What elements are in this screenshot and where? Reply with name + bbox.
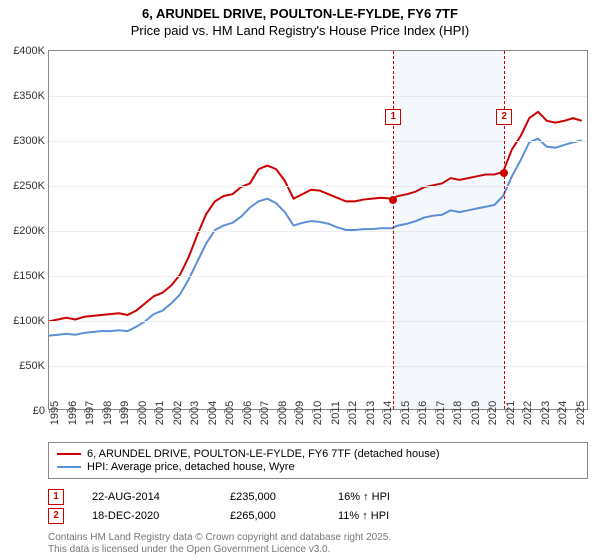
x-axis-label: 2009 bbox=[294, 401, 306, 425]
x-axis-label: 2007 bbox=[259, 401, 271, 425]
sale-marker-badge: 2 bbox=[496, 109, 512, 125]
x-axis-label: 2006 bbox=[242, 401, 254, 425]
y-axis-label: £250K bbox=[13, 180, 45, 192]
sale-badge: 2 bbox=[48, 508, 64, 524]
x-axis-label: 1997 bbox=[84, 401, 96, 425]
x-axis-label: 2022 bbox=[522, 401, 534, 425]
y-axis-label: £150K bbox=[13, 270, 45, 282]
y-gridline bbox=[49, 141, 587, 142]
sale-marker-dot bbox=[500, 169, 508, 177]
legend-item: 6, ARUNDEL DRIVE, POULTON-LE-FYLDE, FY6 … bbox=[57, 448, 579, 460]
x-axis-label: 2023 bbox=[540, 401, 552, 425]
chart-lines-svg bbox=[49, 51, 587, 409]
sale-delta: 16% ↑ HPI bbox=[338, 491, 438, 503]
x-axis-label: 2005 bbox=[224, 401, 236, 425]
y-gridline bbox=[49, 186, 587, 187]
y-gridline bbox=[49, 231, 587, 232]
x-axis-label: 2000 bbox=[137, 401, 149, 425]
x-axis-label: 2002 bbox=[172, 401, 184, 425]
sale-marker-badge: 1 bbox=[385, 109, 401, 125]
footnote: Contains HM Land Registry data © Crown c… bbox=[48, 532, 391, 556]
sale-row: 1 22-AUG-2014 £235,000 16% ↑ HPI bbox=[48, 489, 588, 505]
sale-price: £265,000 bbox=[230, 510, 310, 522]
x-axis-label: 1996 bbox=[67, 401, 79, 425]
sale-marker-line bbox=[393, 51, 394, 409]
y-gridline bbox=[49, 321, 587, 322]
y-gridline bbox=[49, 366, 587, 367]
sale-badge: 1 bbox=[48, 489, 64, 505]
y-axis-label: £200K bbox=[13, 225, 45, 237]
legend-box: 6, ARUNDEL DRIVE, POULTON-LE-FYLDE, FY6 … bbox=[48, 442, 588, 479]
y-gridline bbox=[49, 276, 587, 277]
sale-marker-dot bbox=[389, 196, 397, 204]
legend-label: HPI: Average price, detached house, Wyre bbox=[87, 461, 295, 473]
x-axis-label: 1995 bbox=[49, 401, 61, 425]
sale-delta: 11% ↑ HPI bbox=[338, 510, 438, 522]
footnote-line2: This data is licensed under the Open Gov… bbox=[48, 544, 391, 556]
y-axis-label: £100K bbox=[13, 315, 45, 327]
sale-price: £235,000 bbox=[230, 491, 310, 503]
x-axis-label: 2004 bbox=[207, 401, 219, 425]
legend-item: HPI: Average price, detached house, Wyre bbox=[57, 461, 579, 473]
chart-title-line2: Price paid vs. HM Land Registry's House … bbox=[0, 23, 600, 42]
shaded-ownership-band bbox=[393, 51, 505, 409]
y-axis-label: £350K bbox=[13, 90, 45, 102]
legend-swatch bbox=[57, 453, 81, 455]
x-axis-label: 1998 bbox=[102, 401, 114, 425]
chart-container: 6, ARUNDEL DRIVE, POULTON-LE-FYLDE, FY6 … bbox=[0, 0, 600, 560]
legend-swatch bbox=[57, 466, 81, 468]
y-gridline bbox=[49, 96, 587, 97]
sale-marker-line bbox=[504, 51, 505, 409]
sale-date: 22-AUG-2014 bbox=[92, 491, 202, 503]
x-axis-label: 2008 bbox=[277, 401, 289, 425]
x-axis-label: 2010 bbox=[312, 401, 324, 425]
x-axis-label: 2024 bbox=[557, 401, 569, 425]
x-axis-label: 1999 bbox=[119, 401, 131, 425]
chart-title-line1: 6, ARUNDEL DRIVE, POULTON-LE-FYLDE, FY6 … bbox=[0, 0, 600, 23]
plot-area: £0£50K£100K£150K£200K£250K£300K£350K£400… bbox=[48, 50, 588, 410]
sale-row: 2 18-DEC-2020 £265,000 11% ↑ HPI bbox=[48, 508, 588, 524]
x-axis-label: 2021 bbox=[505, 401, 517, 425]
x-axis-label: 2003 bbox=[189, 401, 201, 425]
sale-date: 18-DEC-2020 bbox=[92, 510, 202, 522]
sales-table: 1 22-AUG-2014 £235,000 16% ↑ HPI 2 18-DEC-202… bbox=[48, 486, 588, 527]
legend-label: 6, ARUNDEL DRIVE, POULTON-LE-FYLDE, FY6 … bbox=[87, 448, 440, 460]
x-axis-label: 2013 bbox=[365, 401, 377, 425]
y-axis-label: £400K bbox=[13, 45, 45, 57]
y-axis-label: £50K bbox=[19, 360, 45, 372]
x-axis-label: 2012 bbox=[347, 401, 359, 425]
x-axis-label: 2001 bbox=[154, 401, 166, 425]
footnote-line1: Contains HM Land Registry data © Crown c… bbox=[48, 532, 391, 544]
y-axis-label: £0 bbox=[33, 405, 45, 417]
x-axis-label: 2011 bbox=[330, 401, 342, 425]
x-axis-label: 2025 bbox=[575, 401, 587, 425]
y-axis-label: £300K bbox=[13, 135, 45, 147]
